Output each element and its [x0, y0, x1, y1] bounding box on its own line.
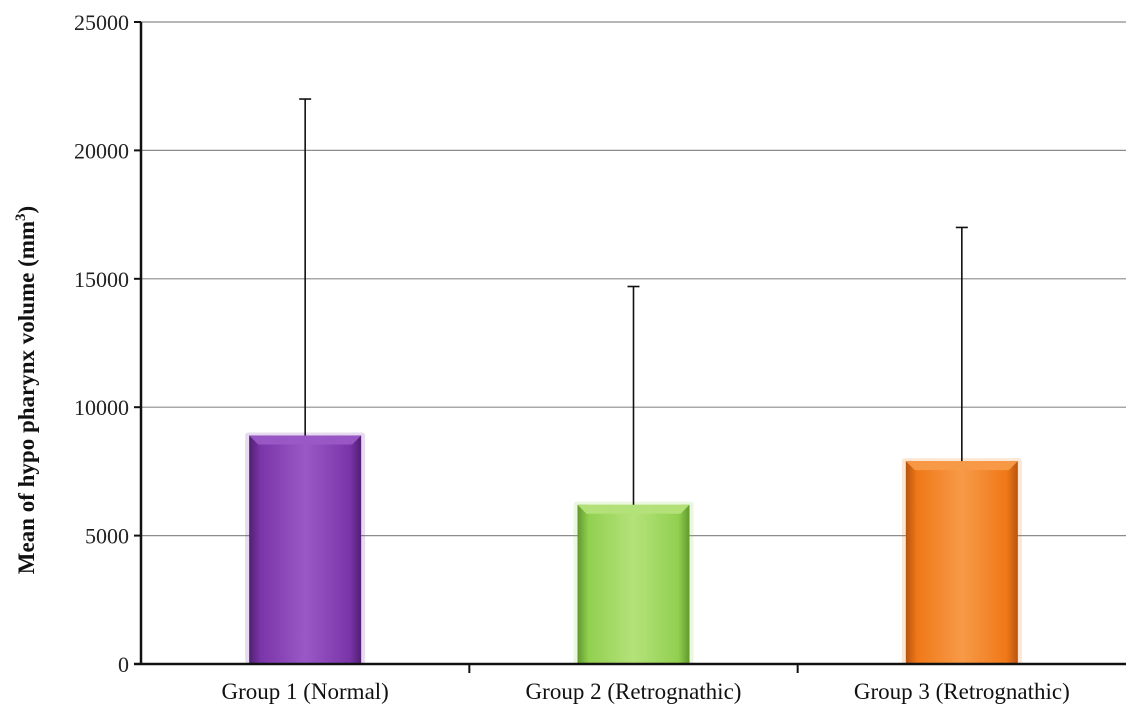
x-category-label: Group 2 (Retrognathic): [526, 679, 742, 704]
axes: [134, 21, 1126, 673]
y-axis-title-superscript: 3: [13, 213, 29, 221]
error-bars: [299, 98, 968, 505]
bar-3: [905, 461, 1018, 664]
y-tick-label: 10000: [74, 395, 129, 420]
bar-top-bevel: [905, 461, 1018, 471]
y-axis-title-close: ): [14, 206, 39, 214]
bars: [245, 432, 1022, 664]
y-tick-label: 0: [118, 652, 129, 677]
x-category-label: Group 1 (Normal): [221, 679, 388, 704]
bar-top-bevel: [249, 435, 362, 445]
y-axis-title: Mean of hypo pharynx volume (mm3): [13, 206, 39, 574]
bar-1: [249, 435, 362, 664]
y-tick-label: 15000: [74, 267, 129, 292]
labels: 0 5000 10000 15000 20000 25000 Group 1 (Normal…: [74, 10, 1070, 704]
bar-2: [577, 504, 690, 664]
x-category-label: Group 3 (Retrognathic): [854, 679, 1070, 704]
y-tick-label: 20000: [74, 138, 129, 163]
y-tick-label: 5000: [85, 524, 129, 549]
bar-top-bevel: [577, 504, 690, 514]
y-tick-label: 25000: [74, 10, 129, 35]
